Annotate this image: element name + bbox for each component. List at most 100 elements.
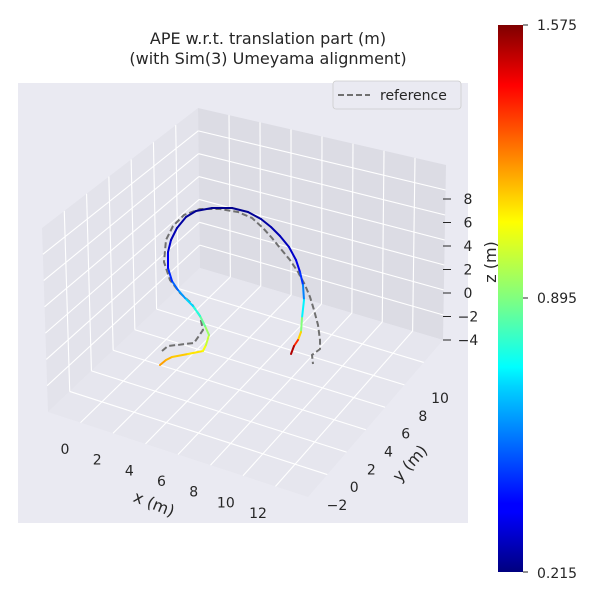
legend-box — [332, 80, 462, 110]
left-grid-line — [175, 125, 179, 289]
estimate-trajectory-segment — [297, 331, 302, 341]
floor-grid-line — [91, 370, 347, 453]
floor-grid-line — [275, 330, 414, 487]
left-grid-line — [130, 159, 136, 330]
estimate-trajectory-segment — [159, 359, 167, 366]
estimate-trajectory-segment — [176, 216, 187, 229]
y-tick-label: −2 — [327, 498, 348, 514]
estimate-trajectory-segment — [295, 259, 301, 273]
floor-grid-line — [134, 329, 386, 408]
left-grid-line — [44, 176, 200, 308]
estimate-trajectory-segment — [290, 345, 295, 355]
back-grid-line — [351, 143, 354, 314]
y-tick-label: 6 — [401, 427, 410, 443]
chart-title: APE w.r.t. translation part (m) (with Si… — [18, 29, 518, 69]
z-tick-label: 2 — [464, 263, 473, 279]
back-grid-line — [259, 122, 262, 287]
estimate-trajectory-segment — [192, 305, 201, 317]
colorbar-label-mid: 0.895 — [537, 291, 577, 307]
floor-grid-line — [145, 294, 292, 445]
estimate-trajectory-segment — [171, 280, 179, 291]
estimate-trajectory-segment — [184, 297, 194, 307]
z-tick-label: −2 — [458, 310, 479, 326]
z-tick-label: 4 — [464, 239, 473, 255]
floor-grid-line — [210, 312, 353, 466]
z-tick-label: −4 — [458, 333, 479, 349]
y-tick-label: 8 — [418, 409, 427, 425]
floor-grid-line — [242, 321, 383, 477]
estimate-trajectory-segment — [299, 271, 304, 286]
x-tick-label: 12 — [249, 506, 267, 522]
estimate-trajectory-segment — [231, 207, 249, 213]
chart-title-line-1: APE w.r.t. translation part (m) — [149, 29, 387, 48]
left-grid-line — [42, 130, 199, 255]
chart-title-line-2: (with Sim(3) Umeyama alignment) — [129, 49, 407, 68]
colorbar-label-min: 0.215 — [537, 566, 577, 582]
estimate-trajectory-segment — [171, 353, 189, 358]
estimate-trajectory-segment — [301, 299, 305, 319]
estimate-trajectory-segment — [204, 325, 210, 336]
estimate-trajectory-segment — [187, 350, 204, 355]
z-tick-label: 8 — [464, 192, 473, 208]
estimate-trajectory-segment — [300, 317, 303, 333]
grid-lines — [42, 115, 446, 487]
floor-grid-line — [69, 390, 328, 476]
y-tick-label: 4 — [384, 445, 393, 461]
back-grid-line — [320, 136, 323, 305]
estimate-trajectory-segment — [202, 344, 207, 352]
floor-grid-line — [80, 276, 231, 424]
y-tick-label: 2 — [367, 462, 376, 478]
trajectory-group — [159, 207, 321, 366]
estimate-trajectory-segment — [177, 289, 186, 299]
legend: reference — [332, 80, 462, 110]
y-tick-label: 0 — [350, 480, 359, 496]
z-axis-label: z (m) — [481, 241, 500, 283]
colorbar-label-max: 1.575 — [537, 18, 577, 34]
estimate-trajectory-segment — [302, 284, 305, 301]
colorbar: 1.575 0.895 0.215 — [498, 18, 577, 582]
back-grid-line — [228, 115, 231, 278]
estimate-trajectory-segment — [279, 235, 290, 248]
x-tick-label: 8 — [189, 485, 198, 501]
left-pane — [42, 108, 200, 412]
floor-grid-line — [177, 303, 322, 455]
left-grid-line — [63, 210, 71, 392]
estimate-trajectory-segment — [185, 210, 197, 218]
estimate-trajectory-segment — [205, 334, 210, 346]
estimate-trajectory-segment — [167, 239, 172, 253]
z-tick-label: 0 — [464, 286, 473, 302]
left-grid-line — [46, 244, 201, 387]
estimate-trajectory-segment — [293, 339, 299, 347]
estimate-trajectory-segment — [199, 315, 206, 327]
back-grid-line — [198, 176, 445, 241]
estimate-trajectory-segment — [170, 227, 178, 241]
x-tick-label: 4 — [125, 463, 134, 479]
x-tick-label: 10 — [217, 495, 235, 511]
x-tick-label: 0 — [61, 442, 70, 458]
x-tick-label: 6 — [157, 474, 166, 490]
z-tick-label: 6 — [464, 216, 473, 232]
estimate-trajectory-segment — [270, 226, 281, 237]
colorbar-gradient — [498, 25, 523, 572]
estimate-trajectory-segment — [260, 218, 272, 228]
back-grid-line — [199, 221, 445, 291]
y-tick-label: 10 — [431, 391, 449, 407]
back-grid-line — [198, 153, 446, 216]
back-grid-line — [198, 130, 446, 191]
floor-grid-line — [112, 285, 262, 434]
estimate-trajectory-segment — [288, 246, 297, 261]
left-grid-line — [45, 199, 200, 334]
left-grid-line — [45, 221, 200, 360]
floor-grid-line — [156, 308, 405, 386]
left-grid-line — [108, 176, 114, 351]
estimate-trajectory-segment — [195, 207, 213, 212]
estimate-trajectory-segment — [165, 356, 173, 361]
back-grid-line — [381, 150, 385, 323]
left-grid-line — [152, 142, 158, 310]
estimate-trajectory-segment — [167, 267, 173, 282]
legend-reference-label: reference — [380, 88, 447, 104]
floor-pane — [48, 268, 443, 497]
estimate-trajectory-segment — [247, 211, 262, 220]
floor-grid-line — [112, 349, 367, 431]
